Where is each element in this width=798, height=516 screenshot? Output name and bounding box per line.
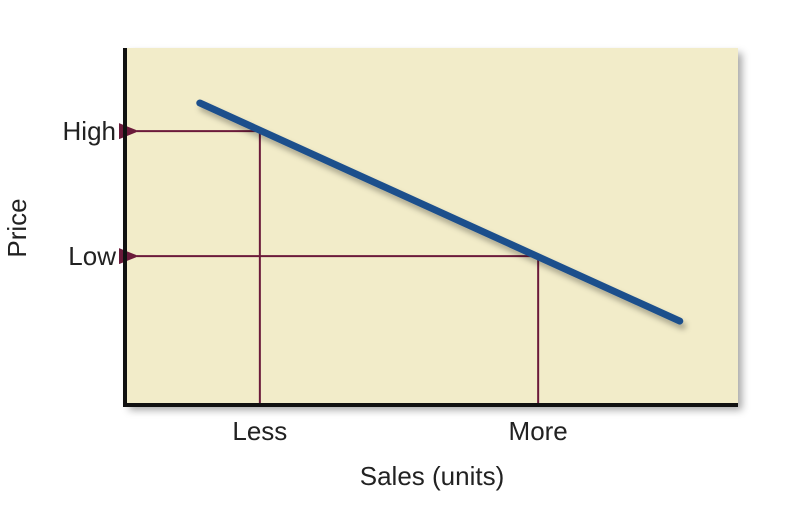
- y-axis-label: Price: [2, 198, 32, 257]
- x-tick-label: Less: [232, 416, 287, 446]
- y-tick-label: Low: [68, 241, 116, 271]
- x-axis-label: Sales (units): [360, 461, 505, 491]
- x-tick-label: More: [509, 416, 568, 446]
- y-tick-label: High: [63, 116, 116, 146]
- plot-area: [125, 48, 738, 405]
- demand-line: [196, 99, 684, 325]
